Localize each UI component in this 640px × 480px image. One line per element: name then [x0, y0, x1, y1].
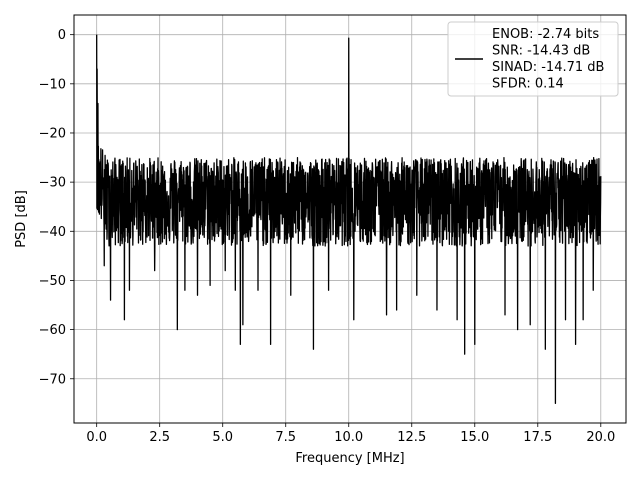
y-tick-label: −50 — [39, 274, 66, 289]
y-tick-label: −40 — [39, 225, 66, 240]
x-tick-label: 12.5 — [397, 430, 426, 445]
x-tick-label: 17.5 — [523, 430, 552, 445]
x-tick-label: 20.0 — [586, 430, 615, 445]
x-tick-label: 0.0 — [86, 430, 107, 445]
legend-sinad: SINAD: -14.71 dB — [492, 60, 604, 75]
y-tick-label: −70 — [39, 372, 66, 387]
legend-sfdr: SFDR: 0.14 — [492, 77, 564, 92]
y-tick-label: −60 — [39, 323, 66, 338]
x-tick-label: 10.0 — [334, 430, 363, 445]
y-tick-label: 0 — [58, 28, 66, 43]
legend-enob: ENOB: -2.74 bits — [492, 27, 599, 42]
y-axis-label: PSD [dB] — [14, 190, 29, 248]
legend: ENOB: -2.74 bits SNR: -14.43 dB SINAD: -… — [447, 21, 619, 97]
y-tick-label: −10 — [39, 77, 66, 92]
x-tick-label: 7.5 — [275, 430, 296, 445]
y-tick-label: −30 — [39, 176, 66, 191]
legend-box — [447, 21, 619, 97]
axes-frame — [73, 14, 627, 424]
y-axis: 0 −10 −20 −30 −40 −50 −60 −70 — [39, 28, 74, 387]
plot-area — [96, 34, 602, 404]
x-tick-label: 15.0 — [460, 430, 489, 445]
legend-snr: SNR: -14.43 dB — [492, 44, 590, 59]
x-axis: 0.0 2.5 5.0 7.5 10.0 12.5 15.0 17.5 20.0 — [86, 423, 615, 445]
x-axis-label: Frequency [MHz] — [295, 451, 404, 466]
x-tick-label: 2.5 — [149, 430, 170, 445]
x-tick-label: 5.0 — [212, 430, 233, 445]
psd-series-line — [96, 34, 602, 404]
y-tick-label: −20 — [39, 126, 66, 141]
